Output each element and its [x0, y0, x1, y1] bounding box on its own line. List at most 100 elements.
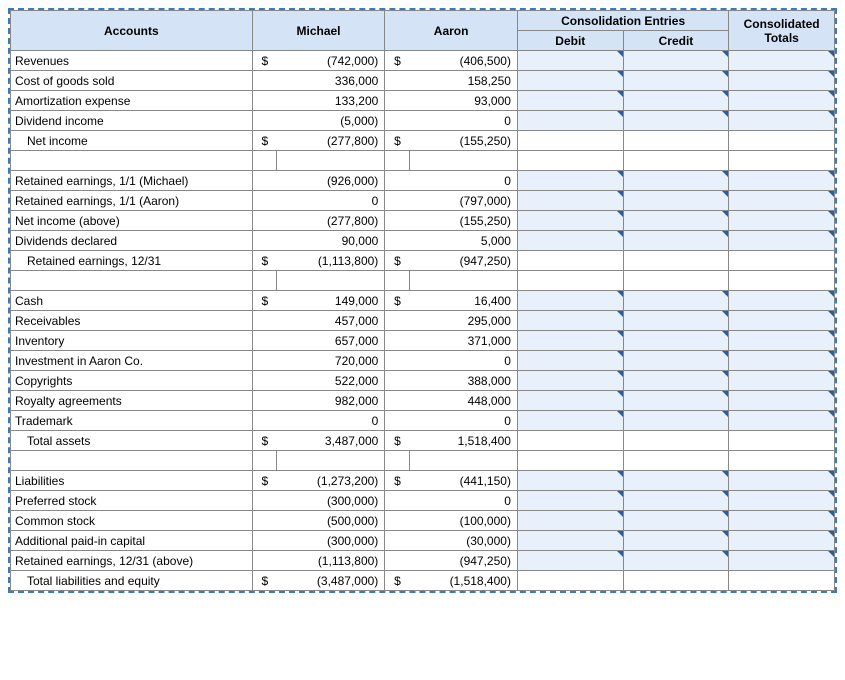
credit-input[interactable]: [623, 371, 729, 391]
debit-input[interactable]: [517, 331, 623, 351]
credit-input[interactable]: [623, 211, 729, 231]
table-row: Additional paid-in capital(300,000)(30,0…: [11, 531, 835, 551]
credit-input[interactable]: [623, 291, 729, 311]
totals-input[interactable]: [729, 471, 835, 491]
worksheet-container: Accounts Michael Aaron Consolidation Ent…: [8, 8, 837, 593]
totals-input[interactable]: [729, 531, 835, 551]
debit-input[interactable]: [517, 311, 623, 331]
totals-input[interactable]: [729, 71, 835, 91]
totals-input[interactable]: [729, 51, 835, 71]
debit-input[interactable]: [517, 491, 623, 511]
michael-value: 90,000: [277, 231, 385, 251]
aaron-value: 0: [410, 171, 518, 191]
table-row: [11, 271, 835, 291]
totals-input[interactable]: [729, 211, 835, 231]
account-label: Retained earnings, 1/1 (Aaron): [11, 191, 253, 211]
credit-input[interactable]: [623, 171, 729, 191]
debit-input[interactable]: [517, 71, 623, 91]
totals-input[interactable]: [729, 311, 835, 331]
aaron-dollar: [385, 191, 410, 211]
debit-input[interactable]: [517, 111, 623, 131]
credit-input[interactable]: [623, 191, 729, 211]
credit-input[interactable]: [623, 471, 729, 491]
aaron-dollar: [385, 371, 410, 391]
account-label: Investment in Aaron Co.: [11, 351, 253, 371]
table-row: Royalty agreements982,000448,000: [11, 391, 835, 411]
debit-input[interactable]: [517, 371, 623, 391]
credit-input[interactable]: [623, 511, 729, 531]
totals-input[interactable]: [729, 491, 835, 511]
spacer-cell: [517, 271, 623, 291]
table-row: Dividends declared90,0005,000: [11, 231, 835, 251]
credit-input[interactable]: [623, 71, 729, 91]
spacer-cell: [410, 451, 518, 471]
debit-input[interactable]: [517, 351, 623, 371]
totals-input[interactable]: [729, 91, 835, 111]
michael-value: 657,000: [277, 331, 385, 351]
michael-value: (300,000): [277, 491, 385, 511]
debit-input[interactable]: [517, 191, 623, 211]
totals-input[interactable]: [729, 411, 835, 431]
michael-value: (500,000): [277, 511, 385, 531]
debit-input[interactable]: [517, 511, 623, 531]
totals-input[interactable]: [729, 391, 835, 411]
credit-input[interactable]: [623, 311, 729, 331]
totals-input[interactable]: [729, 371, 835, 391]
header-accounts: Accounts: [11, 11, 253, 51]
credit-input[interactable]: [623, 91, 729, 111]
aaron-value: (797,000): [410, 191, 518, 211]
credit-input[interactable]: [623, 231, 729, 251]
totals-input[interactable]: [729, 511, 835, 531]
spacer-cell: [410, 271, 518, 291]
table-row: Copyrights522,000388,000: [11, 371, 835, 391]
michael-dollar: $: [252, 571, 277, 591]
debit-input[interactable]: [517, 391, 623, 411]
totals-input[interactable]: [729, 171, 835, 191]
credit-input: [623, 571, 729, 591]
michael-dollar: [252, 531, 277, 551]
debit-input[interactable]: [517, 51, 623, 71]
debit-input[interactable]: [517, 171, 623, 191]
account-label: Retained earnings, 1/1 (Michael): [11, 171, 253, 191]
credit-input[interactable]: [623, 51, 729, 71]
debit-input[interactable]: [517, 531, 623, 551]
account-label: Preferred stock: [11, 491, 253, 511]
debit-input[interactable]: [517, 231, 623, 251]
debit-input[interactable]: [517, 411, 623, 431]
aaron-dollar: [385, 531, 410, 551]
credit-input[interactable]: [623, 551, 729, 571]
debit-input[interactable]: [517, 211, 623, 231]
table-body: Revenues$(742,000)$(406,500)Cost of good…: [11, 51, 835, 591]
credit-input[interactable]: [623, 491, 729, 511]
totals-input[interactable]: [729, 551, 835, 571]
totals-input[interactable]: [729, 111, 835, 131]
credit-input[interactable]: [623, 411, 729, 431]
account-label: Retained earnings, 12/31: [11, 251, 253, 271]
table-row: Retained earnings, 12/31 (above)(1,113,8…: [11, 551, 835, 571]
totals-input[interactable]: [729, 231, 835, 251]
totals-input: [729, 251, 835, 271]
credit-input[interactable]: [623, 531, 729, 551]
table-row: Net income$(277,800)$(155,250): [11, 131, 835, 151]
debit-input[interactable]: [517, 551, 623, 571]
aaron-value: (155,250): [410, 131, 518, 151]
credit-input[interactable]: [623, 391, 729, 411]
debit-input[interactable]: [517, 471, 623, 491]
debit-input[interactable]: [517, 91, 623, 111]
totals-input[interactable]: [729, 351, 835, 371]
credit-input[interactable]: [623, 111, 729, 131]
totals-input[interactable]: [729, 331, 835, 351]
totals-input[interactable]: [729, 191, 835, 211]
michael-dollar: [252, 411, 277, 431]
totals-input[interactable]: [729, 291, 835, 311]
debit-input[interactable]: [517, 291, 623, 311]
account-label: Royalty agreements: [11, 391, 253, 411]
credit-input[interactable]: [623, 351, 729, 371]
aaron-dollar: [385, 391, 410, 411]
account-label: Revenues: [11, 51, 253, 71]
credit-input[interactable]: [623, 331, 729, 351]
aaron-value: 93,000: [410, 91, 518, 111]
spacer-cell: [277, 151, 385, 171]
aaron-value: 295,000: [410, 311, 518, 331]
table-row: Dividend income(5,000)0: [11, 111, 835, 131]
